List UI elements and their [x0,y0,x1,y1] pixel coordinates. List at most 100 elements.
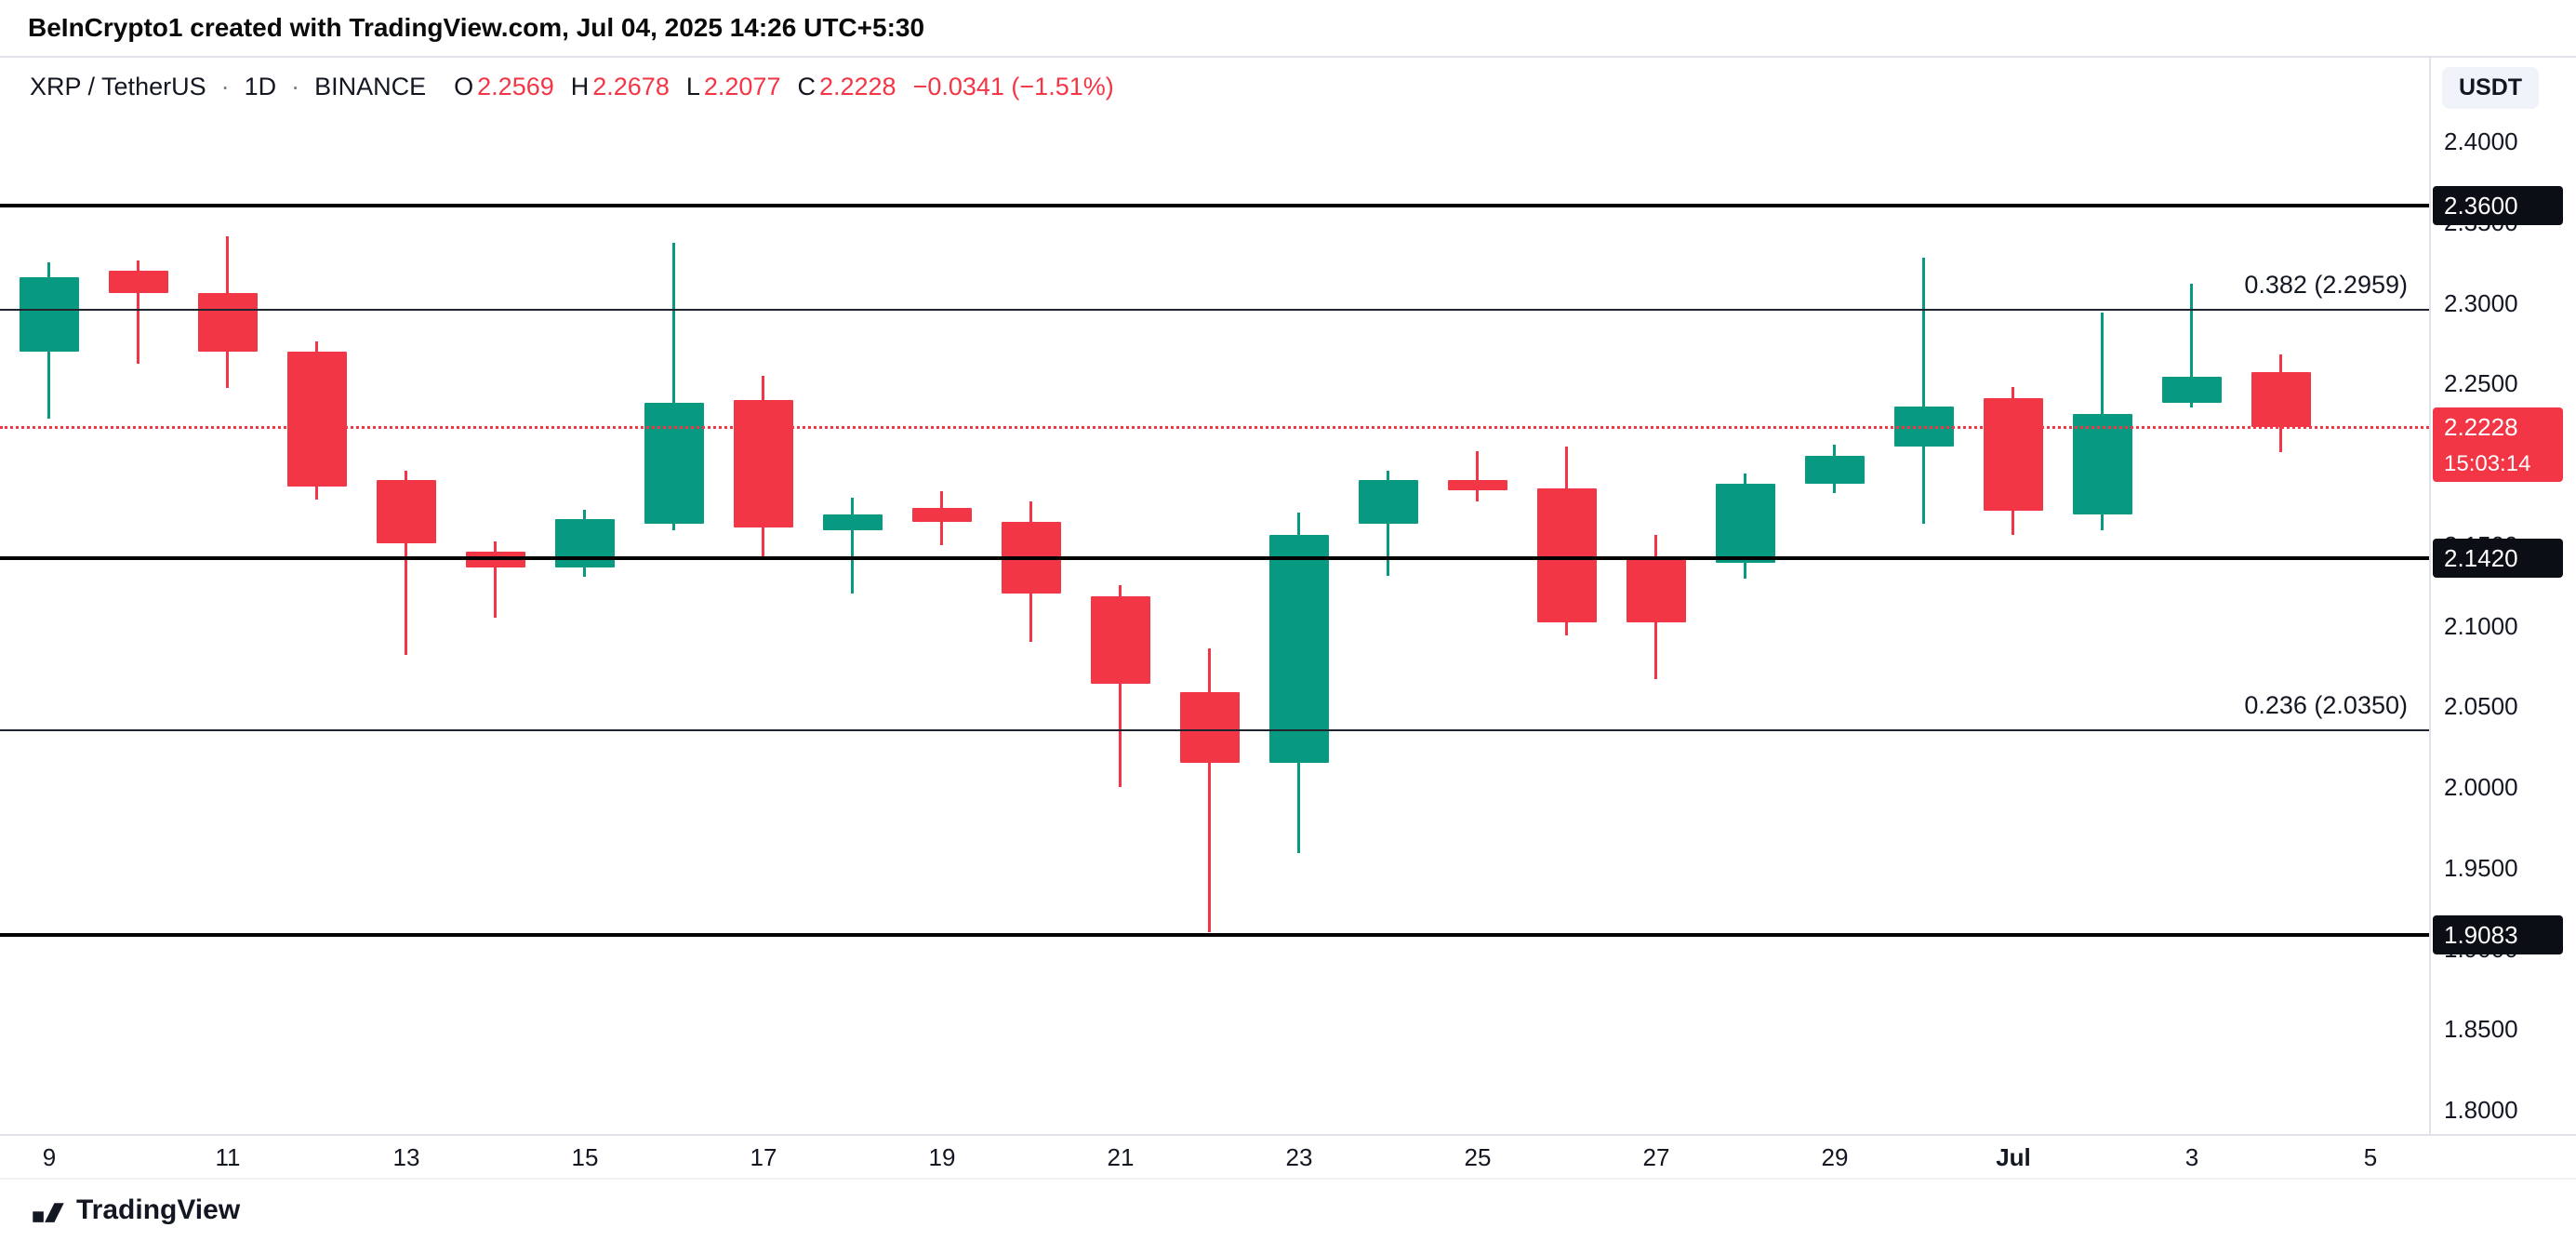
open-value: O 2.2569 [454,73,554,101]
price-tick-label: 1.8000 [2444,1096,2518,1124]
plot-area[interactable]: 0.382 (2.2959) 0.236 (2.0350) [0,58,2429,1134]
time-tick-label: 19 [928,1143,956,1171]
candle-wick [1119,585,1122,787]
candle-body [1180,691,1240,763]
open-number: 2.2569 [477,73,554,100]
current-price-value: 2.2228 [2444,413,2518,442]
candle-body [2162,377,2222,404]
currency-toggle-button[interactable]: USDT [2442,67,2540,109]
timeframe-label: 1D [244,73,277,100]
high-letter: H [570,73,590,100]
symbol-legend[interactable]: XRP / TetherUS · 1D · BINANCE O 2.2569 H… [30,73,1114,101]
candle-body [377,480,436,543]
candle-body [912,507,972,523]
candle-body [2073,414,2132,514]
close-value: C 2.2228 [797,73,896,101]
time-tick-label: 11 [215,1143,241,1171]
price-tick-label: 2.2500 [2444,369,2518,398]
close-letter: C [797,73,816,100]
time-axis[interactable]: 9 11 13 15 17 19 21 23 25 27 29 Jul 3 5 [0,1134,2576,1180]
candle-body [20,276,79,352]
current-price-countdown: 15:03:14 [2444,451,2531,477]
price-axis[interactable]: 2.40002.35002.30002.25002.20002.15002.10… [2429,58,2576,1134]
current-price-line [0,426,2429,430]
fib-level-line[interactable] [0,308,2429,311]
time-tick-label: 23 [1285,1143,1313,1171]
fib-level-line[interactable] [0,729,2429,732]
candle-body [2251,372,2311,428]
price-level-badge: 2.3600 [2433,186,2563,226]
low-letter: L [685,73,700,100]
candle-body [287,351,347,487]
candle-body [1805,456,1865,484]
candle-wick [494,541,497,618]
symbol-name: XRP / TetherUS [30,73,206,100]
time-tick-label: 13 [392,1143,420,1171]
attribution-text: BeInCrypto1 created with TradingView.com… [28,13,925,42]
candle-body [555,518,615,568]
time-tick-label: 29 [1821,1143,1849,1171]
time-tick-label: 17 [750,1143,777,1171]
tradingview-logo[interactable]: TradingView [32,1194,240,1227]
ohlc-values: O 2.2569 H 2.2678 L 2.2077 C 2.2228 −0.0… [454,73,1114,101]
current-price-badge: 2.2228 15:03:14 [2433,407,2563,483]
close-number: 2.2228 [818,73,896,100]
candle-body [1984,397,2043,512]
price-tick-label: 2.4000 [2444,127,2518,155]
footer-bar: TradingView [0,1180,2576,1241]
candle-wick [137,260,139,365]
price-tick-label: 2.1000 [2444,611,2518,640]
time-tick-label: 27 [1642,1143,1670,1171]
attribution-bar: BeInCrypto1 created with TradingView.com… [0,0,2576,58]
exchange-label: BINANCE [314,73,427,100]
fib-level-label: 0.236 (2.0350) [2244,691,2408,720]
legend-separator: · [220,73,230,100]
high-value: H 2.2678 [571,73,670,101]
price-tick-label: 1.8500 [2444,1015,2518,1044]
price-tick-label: 2.3000 [2444,288,2518,317]
candle-body [1269,535,1329,763]
candle-body [1359,480,1418,525]
candle-body [1537,488,1597,623]
time-tick-label: Jul [1996,1143,2031,1171]
time-tick-label: 25 [1464,1143,1492,1171]
time-tick-label: 9 [42,1143,57,1171]
tradingview-logo-icon [32,1194,65,1227]
low-value: L 2.2077 [686,73,781,101]
candle-body [734,399,793,527]
fib-level-label: 0.382 (2.2959) [2244,270,2408,299]
candle-wick [851,498,854,594]
candle-wick [1476,451,1479,501]
open-letter: O [454,73,474,100]
time-tick-label: 15 [571,1143,599,1171]
horizontal-level-line[interactable] [0,933,2429,938]
price-tick-label: 2.0500 [2444,692,2518,721]
price-level-badge: 1.9083 [2433,915,2563,955]
time-tick-label: 3 [2184,1143,2199,1171]
candle-body [1894,406,1954,447]
change-value: −0.0341 (−1.51%) [912,73,1114,100]
candle-body [109,270,168,294]
price-level-badge: 2.1420 [2433,538,2563,578]
candle-wick [672,243,675,531]
high-number: 2.2678 [592,73,670,100]
candle-body [1627,559,1686,623]
candle-wick [1922,257,1925,525]
candle-wick [405,470,407,655]
candle-body [1716,483,1775,563]
candle-wick [2190,283,2193,408]
price-tick-label: 1.9500 [2444,853,2518,882]
candle-body [198,293,258,352]
candle-body [1448,480,1507,490]
price-tick-label: 2.0000 [2444,773,2518,801]
tradingview-logo-text: TradingView [76,1194,241,1225]
time-tick-label: 5 [2363,1143,2378,1171]
candle-body [823,514,883,531]
candle-body [644,403,704,525]
horizontal-level-line[interactable] [0,555,2429,560]
legend-separator: · [291,73,300,100]
low-number: 2.2077 [703,73,781,100]
candle-wick [1208,647,1211,933]
candle-body [1091,596,1150,684]
horizontal-level-line[interactable] [0,204,2429,208]
